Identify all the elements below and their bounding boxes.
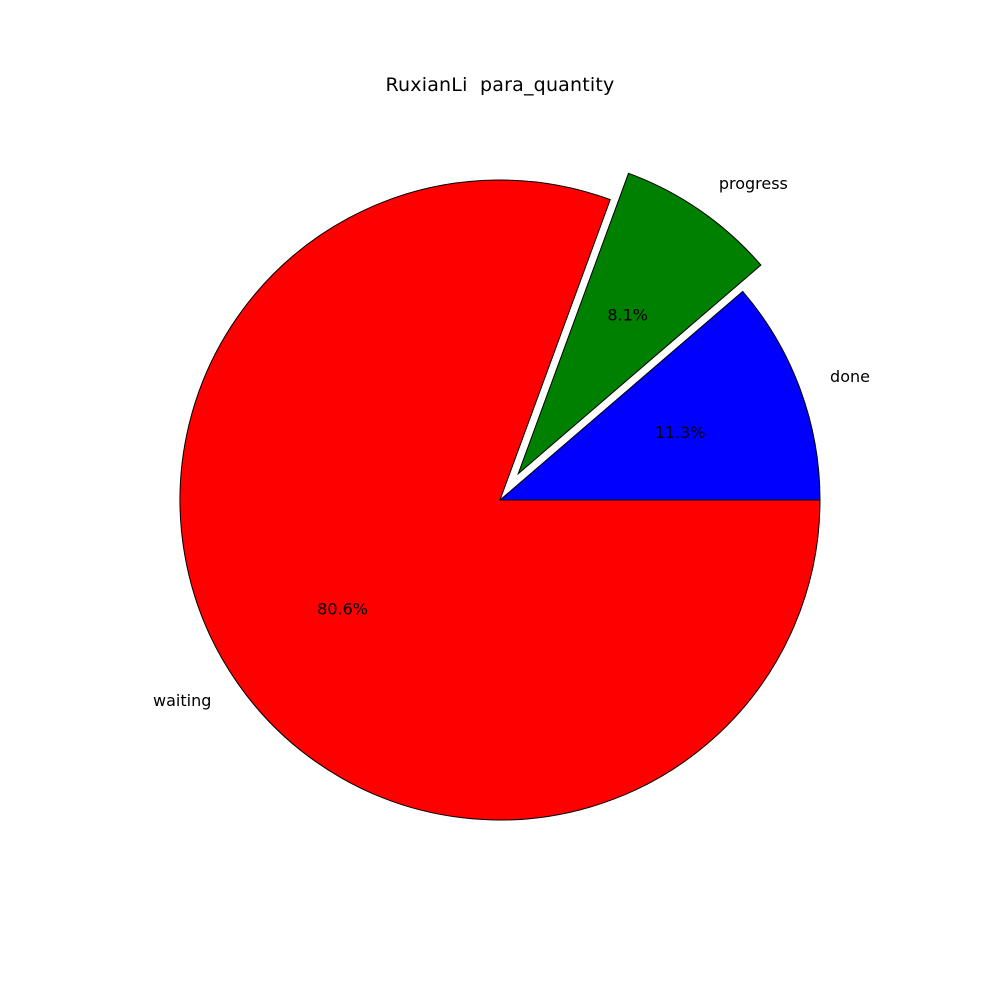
- slice-label-waiting: waiting: [153, 691, 211, 710]
- slice-label-progress: progress: [719, 174, 788, 193]
- slice-percent-progress: 8.1%: [607, 305, 648, 324]
- pie-slice-waiting: [179, 179, 821, 821]
- pie-slice-progress: [517, 172, 762, 476]
- slice-percent-done: 11.3%: [655, 423, 706, 442]
- slice-label-done: done: [830, 367, 870, 386]
- pie-slice-done: [498, 290, 821, 501]
- slice-percent-waiting: 80.6%: [317, 599, 368, 618]
- chart-title: RuxianLi para_quantity: [385, 74, 615, 96]
